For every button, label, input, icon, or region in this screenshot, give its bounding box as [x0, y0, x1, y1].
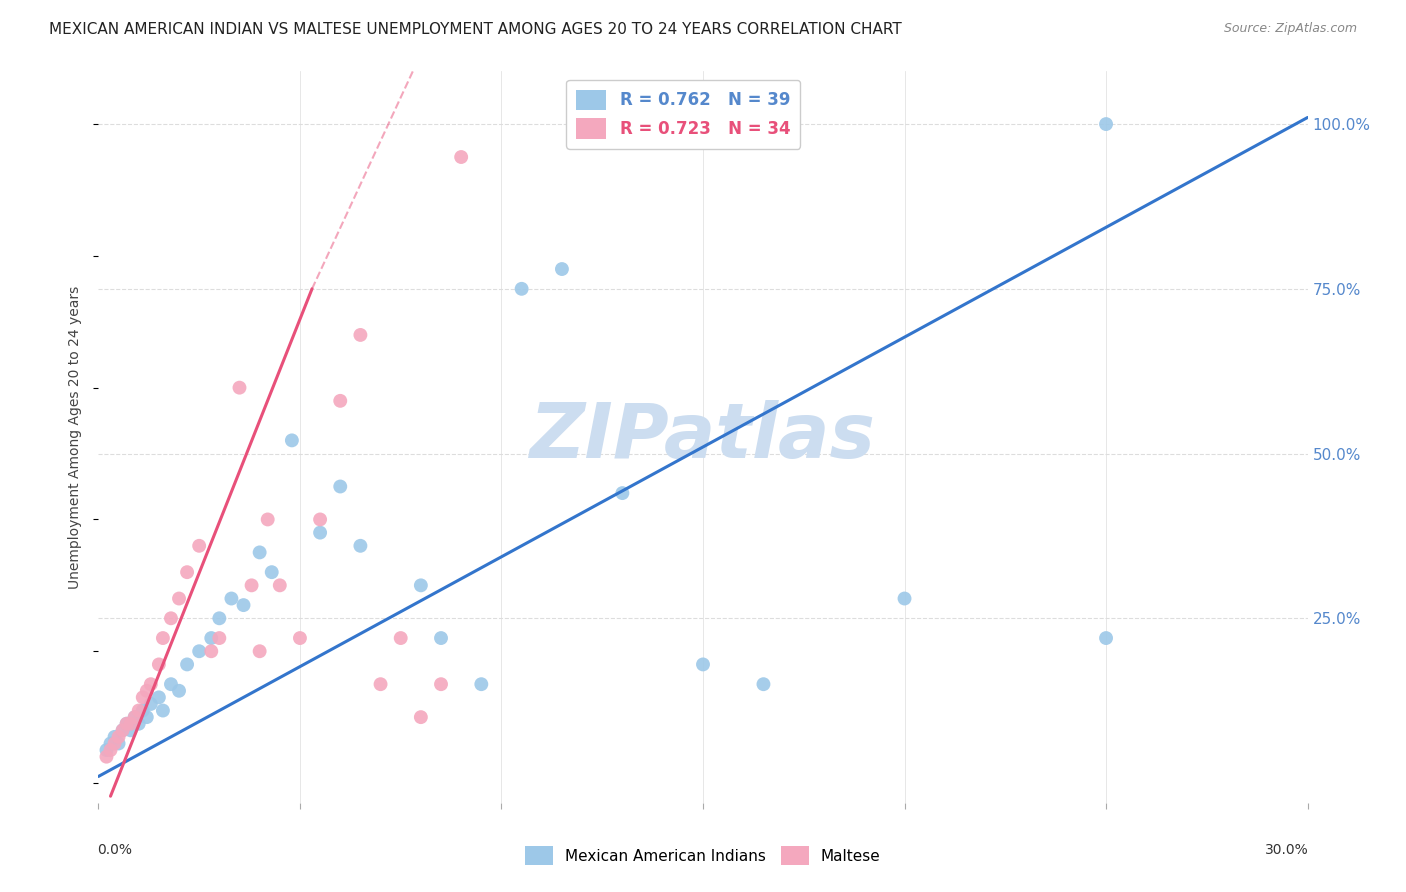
Point	[200, 631, 222, 645]
Point	[115, 716, 138, 731]
Point	[135, 683, 157, 698]
Point	[124, 710, 146, 724]
Point	[450, 150, 472, 164]
Point	[128, 704, 150, 718]
Point	[370, 677, 392, 691]
Point	[309, 525, 332, 540]
Point	[100, 743, 122, 757]
Y-axis label: Unemployment Among Ages 20 to 24 years: Unemployment Among Ages 20 to 24 years	[69, 285, 83, 589]
Point	[692, 657, 714, 672]
Point	[160, 677, 183, 691]
Point	[269, 578, 291, 592]
Point	[349, 539, 371, 553]
Point	[389, 631, 412, 645]
Point	[132, 690, 155, 705]
Point	[100, 737, 122, 751]
Point	[551, 262, 574, 277]
Point	[115, 716, 138, 731]
Point	[107, 737, 129, 751]
Point	[139, 677, 162, 691]
Text: ZIPatlas: ZIPatlas	[530, 401, 876, 474]
Point	[228, 381, 250, 395]
Point	[329, 393, 352, 408]
Point	[249, 545, 271, 559]
Point	[148, 657, 170, 672]
Point	[188, 539, 211, 553]
Point	[309, 512, 332, 526]
Point	[176, 657, 198, 672]
Point	[208, 611, 231, 625]
Point	[240, 578, 263, 592]
Point	[260, 565, 283, 579]
Point	[132, 704, 155, 718]
Point	[409, 578, 432, 592]
Point	[120, 716, 142, 731]
Point	[139, 697, 162, 711]
Text: 0.0%: 0.0%	[97, 843, 132, 857]
Point	[167, 683, 190, 698]
Point	[103, 737, 125, 751]
Point	[107, 730, 129, 744]
Point	[111, 723, 134, 738]
Point	[200, 644, 222, 658]
Point	[470, 677, 492, 691]
Point	[167, 591, 190, 606]
Point	[176, 565, 198, 579]
Point	[208, 631, 231, 645]
Text: MEXICAN AMERICAN INDIAN VS MALTESE UNEMPLOYMENT AMONG AGES 20 TO 24 YEARS CORREL: MEXICAN AMERICAN INDIAN VS MALTESE UNEMP…	[49, 22, 903, 37]
Point	[1095, 117, 1118, 131]
Point	[96, 743, 118, 757]
Point	[288, 631, 311, 645]
Point	[160, 611, 183, 625]
Point	[612, 486, 634, 500]
Text: 30.0%: 30.0%	[1265, 843, 1309, 857]
Point	[188, 644, 211, 658]
Point	[329, 479, 352, 493]
Point	[135, 710, 157, 724]
Point	[152, 704, 174, 718]
Point	[430, 677, 453, 691]
Point	[430, 631, 453, 645]
Point	[152, 631, 174, 645]
Point	[232, 598, 254, 612]
Point	[128, 716, 150, 731]
Point	[111, 723, 134, 738]
Point	[120, 723, 142, 738]
Point	[1095, 631, 1118, 645]
Point	[893, 591, 915, 606]
Point	[752, 677, 775, 691]
Legend: Mexican American Indians, Maltese: Mexican American Indians, Maltese	[519, 840, 887, 871]
Point	[96, 749, 118, 764]
Legend: R = 0.762   N = 39, R = 0.723   N = 34: R = 0.762 N = 39, R = 0.723 N = 34	[567, 79, 800, 149]
Point	[349, 327, 371, 342]
Point	[148, 690, 170, 705]
Point	[510, 282, 533, 296]
Point	[249, 644, 271, 658]
Text: Source: ZipAtlas.com: Source: ZipAtlas.com	[1223, 22, 1357, 36]
Point	[124, 710, 146, 724]
Point	[221, 591, 243, 606]
Point	[409, 710, 432, 724]
Point	[256, 512, 278, 526]
Point	[281, 434, 304, 448]
Point	[103, 730, 125, 744]
